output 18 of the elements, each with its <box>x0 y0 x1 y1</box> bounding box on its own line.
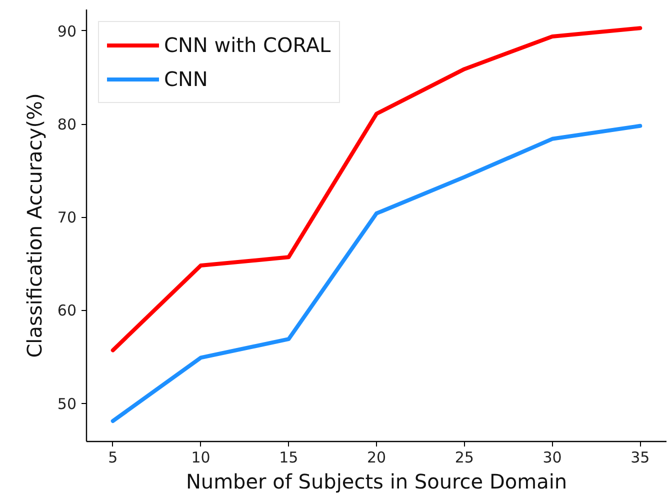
x-tick-label: 20 <box>366 448 386 466</box>
y-tick-label: 50 <box>57 394 77 413</box>
line-series <box>110 26 642 352</box>
x-tick-label: 5 <box>108 448 118 466</box>
y-tick-label: 70 <box>57 208 77 227</box>
x-tick-label: 35 <box>630 448 650 466</box>
x-axis-title: Number of Subjects in Source Domain <box>186 470 568 494</box>
x-tick-label: 15 <box>279 448 298 466</box>
legend-label: CNN <box>164 66 208 93</box>
y-tick-label: 60 <box>57 302 77 320</box>
x-tick-label: 10 <box>191 448 210 466</box>
y-axis-title: Classification Accuracy(%) <box>22 93 46 358</box>
x-tick-label: 25 <box>454 448 474 466</box>
x-tick-label: 30 <box>542 448 562 466</box>
line-series <box>110 124 642 424</box>
y-tick-label: 90 <box>57 22 77 40</box>
y-tick-label: 80 <box>57 116 77 134</box>
legend-label: CNN with CORAL <box>164 32 331 59</box>
